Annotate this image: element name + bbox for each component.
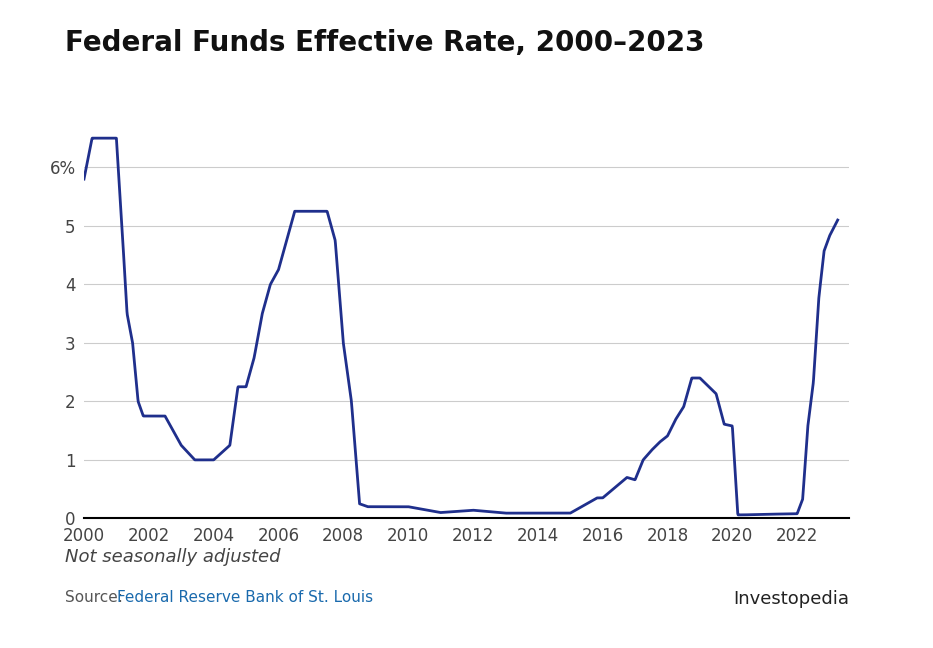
Text: Source:: Source: xyxy=(65,590,128,605)
Text: Investopedia: Investopedia xyxy=(733,590,849,608)
Text: Federal Funds Effective Rate, 2000–2023: Federal Funds Effective Rate, 2000–2023 xyxy=(65,29,704,57)
Text: Not seasonally adjusted: Not seasonally adjusted xyxy=(65,548,281,566)
Text: Federal Reserve Bank of St. Louis: Federal Reserve Bank of St. Louis xyxy=(117,590,373,605)
